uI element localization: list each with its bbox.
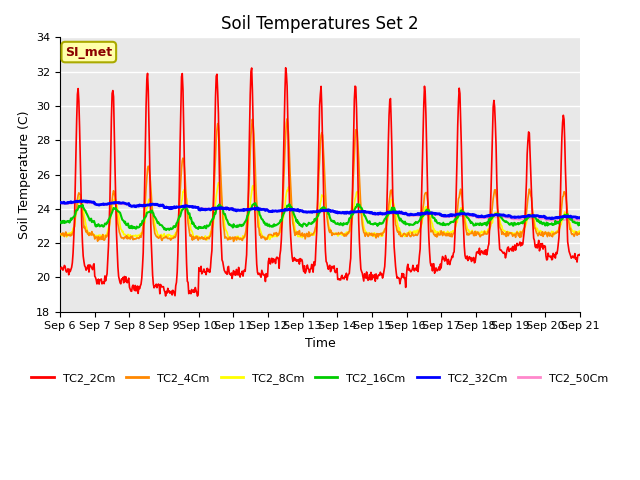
Legend: TC2_2Cm, TC2_4Cm, TC2_8Cm, TC2_16Cm, TC2_32Cm, TC2_50Cm: TC2_2Cm, TC2_4Cm, TC2_8Cm, TC2_16Cm, TC2…: [27, 369, 613, 388]
X-axis label: Time: Time: [305, 337, 335, 350]
Title: Soil Temperatures Set 2: Soil Temperatures Set 2: [221, 15, 419, 33]
Y-axis label: Soil Temperature (C): Soil Temperature (C): [17, 110, 31, 239]
Text: SI_met: SI_met: [65, 46, 113, 59]
